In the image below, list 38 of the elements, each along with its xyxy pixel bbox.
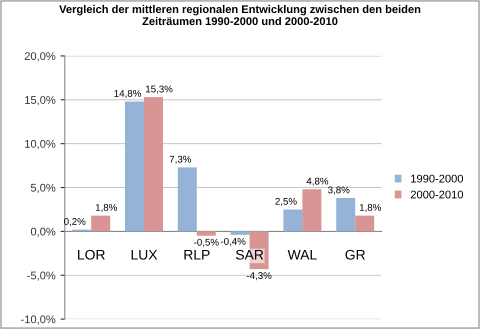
y-tick-label: -5,0% <box>27 272 56 281</box>
bar <box>283 209 302 232</box>
bar <box>144 97 164 232</box>
x-tick-label: LOR <box>78 250 105 260</box>
y-tick-label: 20,0% <box>24 52 56 62</box>
x-tick-label: SAR <box>236 250 264 260</box>
y-tick-label: 10,0% <box>25 140 56 150</box>
bar <box>196 231 216 236</box>
data-label: 1,8% <box>96 204 117 212</box>
data-label: -0,5% <box>194 238 219 247</box>
y-tick-label: 0,0% <box>30 228 56 237</box>
x-tick-label: GR <box>345 250 365 260</box>
data-label: -4,3% <box>246 272 272 280</box>
data-label: 14,8% <box>114 90 141 98</box>
data-label: -0,4% <box>220 238 246 246</box>
legend-label: 1990-2000 <box>411 174 464 183</box>
y-tick-label: 5,0% <box>30 184 56 193</box>
y-tick-label: -10,0% <box>21 315 56 325</box>
data-label: 0,2% <box>64 218 86 226</box>
data-label: 1,8% <box>360 204 381 212</box>
data-label: 4,8% <box>306 178 328 186</box>
data-label: 3,8% <box>328 186 350 195</box>
x-tick-label: LUX <box>132 250 158 260</box>
bar <box>355 216 374 232</box>
x-tick-label: RLP <box>184 250 210 260</box>
legend-label: 2000-2010 <box>410 190 464 198</box>
bar <box>124 102 144 232</box>
data-label: 15,3% <box>146 86 172 94</box>
y-tick-label: 15,0% <box>25 96 56 106</box>
bar <box>178 167 197 232</box>
bar <box>302 189 322 232</box>
chart-title: Vergleich der mittleren regionalen Entwicklung zwischen den beiden Zeiträumen 1990-2000 und 2000-2010 <box>59 4 420 26</box>
data-label: 7,3% <box>170 156 192 164</box>
bar <box>336 198 356 232</box>
bar <box>230 231 250 235</box>
bar <box>91 216 110 232</box>
data-label: 2,5% <box>275 198 297 206</box>
x-tick-label: WAL <box>288 250 317 260</box>
